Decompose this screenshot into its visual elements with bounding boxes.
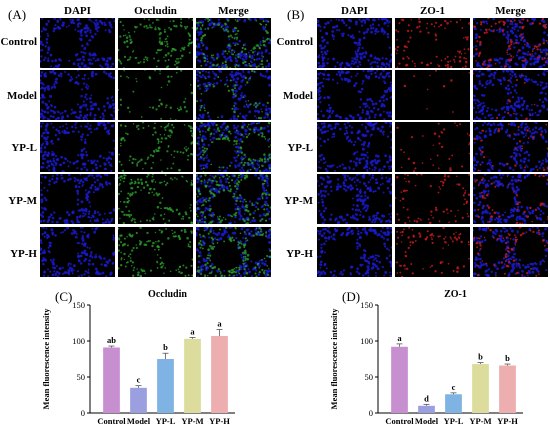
bar-yp-l xyxy=(445,394,462,413)
panel-c-label: (C) xyxy=(55,289,73,304)
panel-b-row-yph: YP-H xyxy=(286,248,313,260)
significance-letter: c xyxy=(137,375,141,385)
bar-model xyxy=(418,405,435,413)
occludin-tile-row5-col3 xyxy=(196,227,271,277)
bar-yp-m xyxy=(184,338,201,413)
panel-b-col-zo1: ZO-1 xyxy=(419,5,446,17)
y-axis-label: Mean fluorescence intensity xyxy=(41,308,51,410)
y-tick-label: 50 xyxy=(365,372,374,382)
panel-a-row-control: Control xyxy=(0,36,37,48)
significance-letter: a xyxy=(190,326,195,336)
occludin-tile-row4-col3 xyxy=(196,174,271,224)
y-tick-label: 0 xyxy=(369,408,373,418)
zo1-bar-chart: ZO-1 Mean fluorescence intensity 0 50 100 150… xyxy=(329,289,523,426)
panel-a-row-yph: YP-H xyxy=(10,248,37,260)
panel-b-row-ypm: YP-M xyxy=(284,195,313,207)
zo1-tile-row4-col1 xyxy=(317,174,392,224)
bar-control xyxy=(391,346,408,413)
occludin-tile-row3-col1 xyxy=(40,122,115,172)
occludin-tile-row2-col2 xyxy=(118,70,193,120)
zo1-tile-row2-col1 xyxy=(317,70,392,120)
zo1-tile-row5-col1 xyxy=(317,227,392,277)
significance-letter: b xyxy=(478,352,483,362)
bar-model xyxy=(130,387,147,413)
zo1-tile-row4-col3 xyxy=(473,174,548,224)
y-tick-label: 150 xyxy=(72,300,85,310)
occludin-tile-row1-col1 xyxy=(40,18,115,68)
occludin-tile-row4-col2 xyxy=(118,174,193,224)
y-tick-label: 150 xyxy=(360,300,373,310)
chart-title: ZO-1 xyxy=(444,289,467,300)
significance-letter: d xyxy=(424,393,429,403)
y-axis-label: Mean fluorescence intensity xyxy=(329,308,339,410)
significance-letter: c xyxy=(452,382,456,392)
panel-a-col-occludin: Occludin xyxy=(134,5,177,17)
panel-b-col-merge: Merge xyxy=(495,5,526,17)
zo1-tile-row3-col2 xyxy=(395,122,470,172)
occludin-tile-row3-col3 xyxy=(196,122,271,172)
significance-letter: b xyxy=(505,353,510,363)
y-tick-label: 0 xyxy=(81,408,85,418)
panel-a-col-dapi: DAPI xyxy=(64,5,91,17)
panel-a-row-ypl: YP-L xyxy=(11,142,37,154)
zo1-tile-row2-col3 xyxy=(473,70,548,120)
bar-yp-h xyxy=(211,335,228,413)
occludin-tile-row2-col1 xyxy=(40,70,115,120)
occludin-tile-row4-col1 xyxy=(40,174,115,224)
x-tick-label: YP-L xyxy=(444,416,464,426)
y-tick-label: 100 xyxy=(360,336,373,346)
zo1-tile-row5-col3 xyxy=(473,227,548,277)
panel-a-label: (A) xyxy=(8,7,27,22)
significance-letter: b xyxy=(163,342,168,352)
bar-control xyxy=(103,347,120,413)
panel-b-row-control: Control xyxy=(276,36,313,48)
chart-title: Occludin xyxy=(148,289,187,300)
x-tick-label: YP-M xyxy=(181,416,203,426)
zo1-tile-row5-col2 xyxy=(395,227,470,277)
occludin-tile-row1-col2 xyxy=(118,18,193,68)
zo1-tile-row3-col1 xyxy=(317,122,392,172)
x-tick-label: Control xyxy=(97,416,126,426)
panel-a-col-merge: Merge xyxy=(218,5,249,17)
x-tick-label: YP-M xyxy=(469,416,491,426)
x-tick-label: YP-H xyxy=(209,416,230,426)
panel-b-row-model: Model xyxy=(283,90,313,102)
x-tick-label: Model xyxy=(127,416,151,426)
occludin-tile-row2-col3 xyxy=(196,70,271,120)
bar-yp-h xyxy=(499,365,516,413)
x-tick-label: Control xyxy=(385,416,414,426)
y-tick-label: 50 xyxy=(77,372,86,382)
x-tick-label: YP-H xyxy=(497,416,518,426)
occludin-tile-row3-col2 xyxy=(118,122,193,172)
significance-letter: a xyxy=(217,318,222,328)
zo1-tile-row4-col2 xyxy=(395,174,470,224)
panel-b-col-dapi: DAPI xyxy=(341,5,368,17)
x-tick-label: Model xyxy=(415,416,439,426)
zo1-tile-row1-col3 xyxy=(473,18,548,68)
occludin-tile-row1-col3 xyxy=(196,18,271,68)
occludin-tile-row5-col1 xyxy=(40,227,115,277)
significance-letter: a xyxy=(397,333,402,343)
zo1-tile-row1-col2 xyxy=(395,18,470,68)
panel-a-row-model: Model xyxy=(7,90,37,102)
zo1-tile-row3-col3 xyxy=(473,122,548,172)
panel-b-label: (B) xyxy=(287,7,305,22)
zo1-tile-row1-col1 xyxy=(317,18,392,68)
significance-letter: ab xyxy=(107,335,116,345)
y-tick-label: 100 xyxy=(72,336,85,346)
zo1-tile-row2-col2 xyxy=(395,70,470,120)
occludin-tile-row5-col2 xyxy=(118,227,193,277)
occludin-bar-chart: Occludin Mean fluorescence intensity 0 50 10… xyxy=(41,289,235,426)
bar-yp-m xyxy=(472,364,489,413)
panel-d-label: (D) xyxy=(342,289,361,304)
panel-b-row-ypl: YP-L xyxy=(287,142,313,154)
bar-yp-l xyxy=(157,359,174,413)
panel-a-row-ypm: YP-M xyxy=(8,195,37,207)
x-tick-label: YP-L xyxy=(156,416,176,426)
